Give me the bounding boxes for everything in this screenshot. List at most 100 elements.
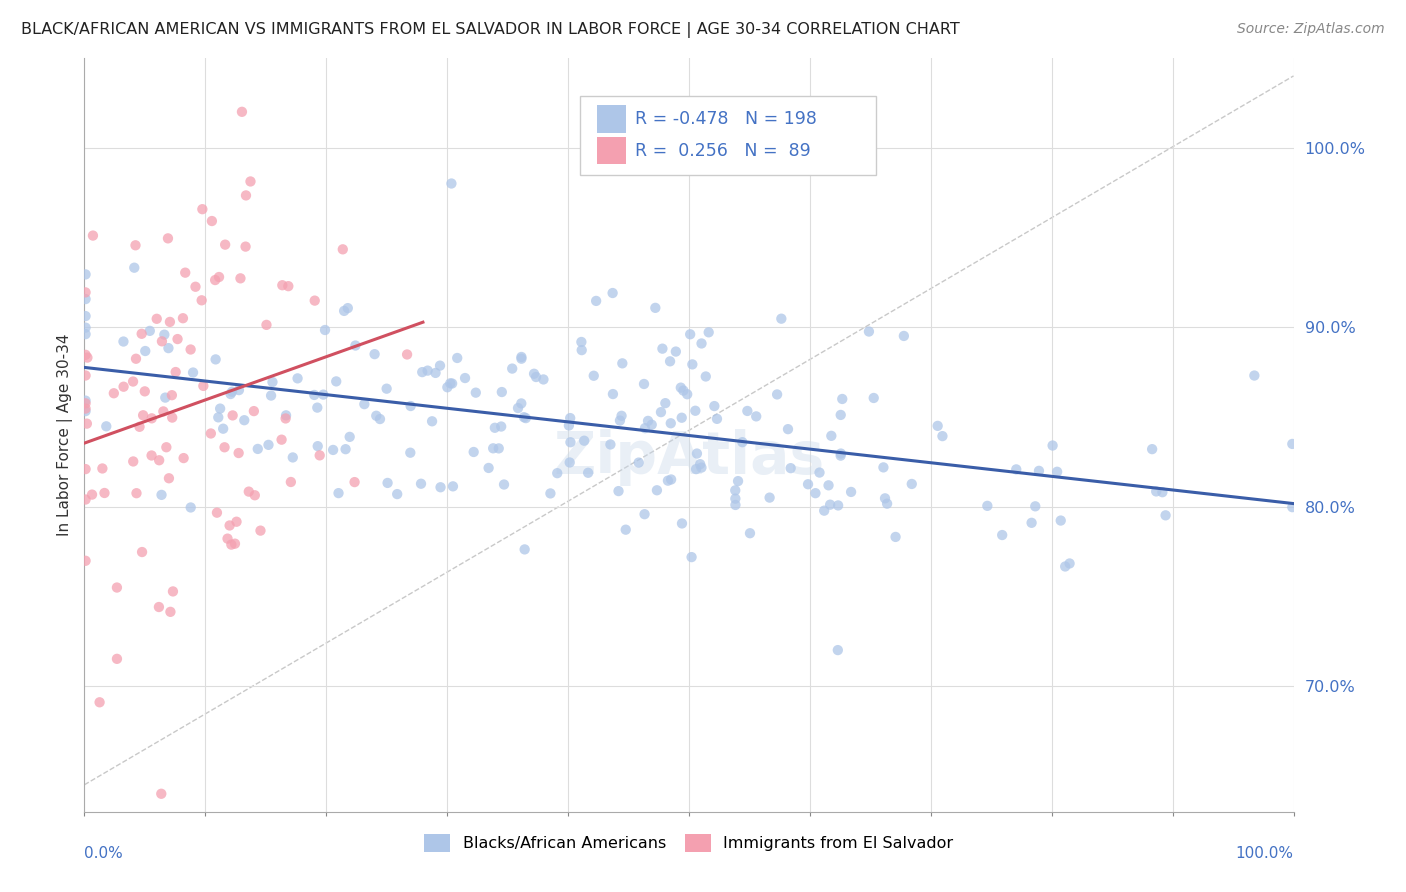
Point: [375, 382, 398, 396]
Point: [162, 584, 184, 599]
Point: [233, 413, 256, 427]
Point: [96, 419, 118, 434]
Point: [243, 488, 266, 502]
Point: [429, 480, 451, 494]
Point: [491, 385, 513, 400]
Point: [124, 238, 146, 252]
Point: [681, 357, 703, 371]
Point: [610, 409, 633, 423]
Point: [399, 399, 422, 413]
Point: [637, 414, 659, 428]
Point: [1281, 500, 1303, 515]
Point: [703, 399, 725, 413]
Point: [488, 442, 510, 456]
Point: [738, 526, 761, 541]
Point: [377, 475, 399, 490]
Point: [533, 372, 555, 386]
Point: [256, 318, 278, 332]
Point: [75, 462, 97, 476]
Point: [159, 315, 181, 329]
Point: [172, 311, 194, 326]
Point: [582, 368, 605, 383]
Point: [155, 391, 177, 405]
Point: [808, 466, 831, 480]
Point: [238, 484, 260, 499]
Point: [1021, 516, 1043, 530]
Point: [277, 279, 299, 293]
Point: [1152, 485, 1174, 500]
Point: [75, 348, 97, 362]
Point: [634, 421, 657, 435]
Point: [602, 285, 624, 300]
Point: [513, 410, 536, 425]
Point: [156, 231, 179, 245]
Point: [112, 380, 135, 394]
Point: [446, 351, 468, 365]
Point: [249, 524, 271, 538]
Point: [221, 409, 243, 423]
Point: [436, 380, 458, 394]
Point: [333, 304, 356, 318]
Point: [650, 405, 672, 419]
Point: [76, 417, 98, 431]
Point: [165, 365, 187, 379]
Point: [991, 528, 1014, 542]
Text: BLACK/AFRICAN AMERICAN VS IMMIGRANTS FROM EL SALVADOR IN LABOR FORCE | AGE 30-34: BLACK/AFRICAN AMERICAN VS IMMIGRANTS FRO…: [21, 22, 960, 38]
Point: [209, 401, 232, 416]
Point: [75, 292, 97, 306]
Point: [1005, 462, 1028, 476]
Point: [876, 497, 898, 511]
Point: [204, 352, 226, 367]
Point: [205, 506, 228, 520]
Point: [411, 365, 433, 379]
Text: ZipAtlas: ZipAtlas: [554, 429, 824, 486]
Point: [644, 301, 666, 315]
Point: [312, 387, 335, 401]
Point: [779, 461, 801, 475]
Point: [148, 453, 170, 467]
Point: [612, 356, 634, 370]
Point: [830, 449, 852, 463]
Point: [831, 392, 853, 406]
Point: [685, 403, 707, 417]
Point: [155, 440, 177, 454]
Point: [363, 347, 385, 361]
Point: [659, 473, 682, 487]
Point: [665, 344, 688, 359]
Point: [513, 542, 536, 557]
Point: [122, 454, 145, 468]
Point: [308, 448, 330, 462]
Point: [609, 413, 631, 427]
Point: [697, 326, 720, 340]
Point: [160, 410, 183, 425]
Point: [676, 387, 699, 401]
Point: [737, 404, 759, 418]
Point: [731, 435, 754, 450]
Point: [200, 426, 222, 441]
Text: 0.0%: 0.0%: [84, 846, 124, 861]
Point: [463, 445, 485, 459]
Point: [105, 581, 128, 595]
Point: [368, 412, 391, 426]
Point: [976, 499, 998, 513]
Point: [91, 461, 114, 475]
Point: [727, 474, 749, 488]
Point: [131, 326, 153, 341]
Point: [1144, 484, 1167, 499]
Point: [150, 488, 173, 502]
Point: [659, 417, 682, 431]
Point: [489, 419, 512, 434]
Point: [75, 401, 97, 416]
Point: [134, 344, 156, 359]
Point: [339, 430, 361, 444]
Point: [515, 411, 537, 425]
Point: [409, 476, 432, 491]
Point: [262, 375, 284, 389]
Point: [706, 412, 728, 426]
Point: [160, 388, 183, 402]
Point: [180, 343, 202, 357]
Point: [654, 396, 676, 410]
Point: [325, 375, 347, 389]
Point: [353, 397, 375, 411]
Point: [122, 375, 145, 389]
